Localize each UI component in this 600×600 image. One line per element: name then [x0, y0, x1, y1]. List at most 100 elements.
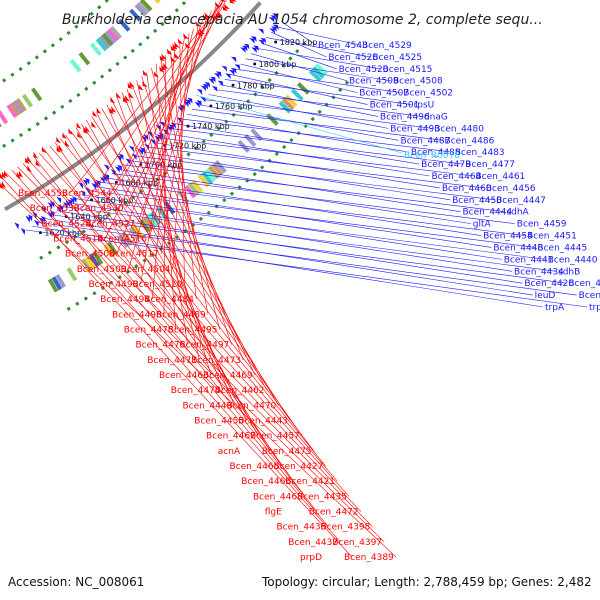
- forward-line-13: [213, 89, 422, 117]
- forward-label-44: trpA: [545, 303, 565, 313]
- forward-label-35: Bcen_4445: [537, 243, 587, 253]
- gene-forward-49: [208, 78, 214, 85]
- cog-block-204: [104, 30, 117, 44]
- forward-line-4: [261, 42, 337, 70]
- gene-forward-40: [221, 65, 228, 72]
- gene-reverse-98: [110, 96, 116, 104]
- cog-block-216: [184, 184, 197, 199]
- label-line-layer: [0, 0, 588, 558]
- forward-label-1: Bcen_4529: [362, 41, 412, 51]
- cog-block-206: [101, 33, 114, 47]
- gene-reverse-134: [56, 146, 62, 153]
- forward-label-9: Bcen_4502: [403, 89, 453, 99]
- forward-label-30: gltA: [473, 220, 492, 230]
- forward-line-6: [250, 53, 348, 82]
- forward-label-3: Bcen_4525: [372, 53, 422, 63]
- reverse-line-1: [113, 0, 227, 194]
- reverse-label-29: Bcen_4470: [227, 401, 277, 411]
- cog-block-212: [197, 173, 210, 188]
- reverse-label-24: Bcen_4463: [159, 371, 209, 381]
- gene-forward-118: [103, 164, 109, 171]
- gene-forward-108: [125, 158, 131, 165]
- reverse-line-26: [116, 96, 224, 391]
- reverse-label-11: Bcen_4504: [121, 265, 171, 275]
- gene-reverse-130: [56, 136, 61, 144]
- reverse-line-2: [81, 0, 225, 209]
- reverse-label-40: Bcen_4468: [253, 492, 303, 502]
- reverse-label-5: Bcen_4527: [86, 219, 136, 229]
- forward-line-11: [224, 79, 412, 105]
- gene-reverse-24: [217, 10, 223, 17]
- forward-line-38: [69, 202, 513, 272]
- cog-block-213: [89, 42, 102, 57]
- forward-label-18: Bcen_4485: [411, 148, 461, 158]
- reverse-label-39: Bcen_4421: [285, 477, 335, 487]
- gene-forward-27: [243, 43, 250, 50]
- reverse-label-34: acnA: [218, 447, 241, 457]
- reverse-label-2: Bcen_4533: [30, 204, 80, 214]
- reverse-line-37: [60, 138, 326, 467]
- cog-block-210: [95, 37, 108, 52]
- reverse-label-49: Bcen_4389: [344, 553, 394, 563]
- forward-label-16: Bcen_4487: [401, 136, 451, 146]
- gene-reverse-42: [183, 33, 189, 40]
- forward-label-36: Bcen_4441: [504, 255, 554, 265]
- forward-label-17: Bcen_4486: [445, 136, 495, 146]
- reverse-line-21: [141, 76, 232, 345]
- cog-block-192: [154, 0, 161, 4]
- gene-forward-81: [166, 125, 172, 132]
- kbp-tick-1: [253, 62, 257, 66]
- gene-reverse-166: [0, 173, 4, 180]
- cog-block-196: [134, 3, 148, 17]
- gene-reverse-32: [202, 14, 209, 20]
- forward-label-32: Bcen_4454: [483, 232, 533, 242]
- reverse-line-20: [146, 72, 188, 345]
- cog-block-207: [207, 165, 221, 179]
- forward-label-27: Bcen_4447: [496, 196, 546, 206]
- reverse-label-17: Bcen_4489: [156, 310, 206, 320]
- forward-line-39: [62, 206, 557, 272]
- gene-reverse-137: [41, 146, 47, 154]
- forward-label-38: Bcen_4434: [514, 267, 564, 277]
- kbp-label-5: 1720 kbp: [169, 142, 207, 151]
- gene-reverse-50: [174, 41, 180, 48]
- gene-forward-61: [200, 96, 206, 103]
- reverse-label-25: Bcen_4469: [203, 371, 253, 381]
- reverse-line-19: [151, 67, 221, 330]
- gene-forward-8: [271, 26, 277, 32]
- gene-forward-103: [138, 148, 143, 156]
- gene-reverse-147: [27, 155, 32, 163]
- forward-label-33: Bcen_4451: [527, 232, 577, 242]
- forward-line-27: [135, 155, 495, 201]
- reverse-label-20: Bcen_4476: [136, 341, 186, 351]
- cog-block-174: [314, 63, 328, 76]
- cog-block-242: [81, 258, 93, 273]
- cog-block-250: [47, 278, 59, 293]
- forward-label-14: Bcen_4493: [390, 124, 440, 134]
- rna-label-0: Bcen_R0078: [404, 151, 460, 161]
- forward-line-1: [276, 26, 361, 46]
- feature-layer: [0, 0, 328, 293]
- cog-block-219: [69, 58, 82, 73]
- gene-forward-35: [234, 64, 241, 70]
- gene-forward-123: [100, 177, 105, 184]
- reverse-label-23: Bcen_4473: [191, 356, 241, 366]
- forward-line-41: [50, 214, 567, 284]
- cog-block-228: [30, 87, 43, 102]
- gene-forward-71: [183, 101, 189, 108]
- reverse-line-36: [65, 134, 282, 467]
- reverse-line-8: [116, 19, 204, 254]
- reverse-label-13: Bcen_4510: [133, 280, 183, 290]
- cog-block-227: [128, 226, 140, 241]
- cog-block-187: [281, 97, 295, 111]
- reverse-label-47: Bcen_4397: [332, 538, 382, 548]
- reverse-label-12: Bcen_4490: [89, 280, 139, 290]
- gene-forward-165: [25, 215, 31, 223]
- gene-forward-152: [47, 202, 53, 209]
- cog-block-197: [243, 133, 257, 148]
- gene-forward-135: [78, 182, 83, 189]
- forward-label-26: Bcen_4450: [452, 196, 502, 206]
- forward-line-42: [44, 218, 533, 296]
- gene-forward-99: [144, 144, 150, 151]
- forward-label-0: Bcen_4543: [318, 41, 368, 51]
